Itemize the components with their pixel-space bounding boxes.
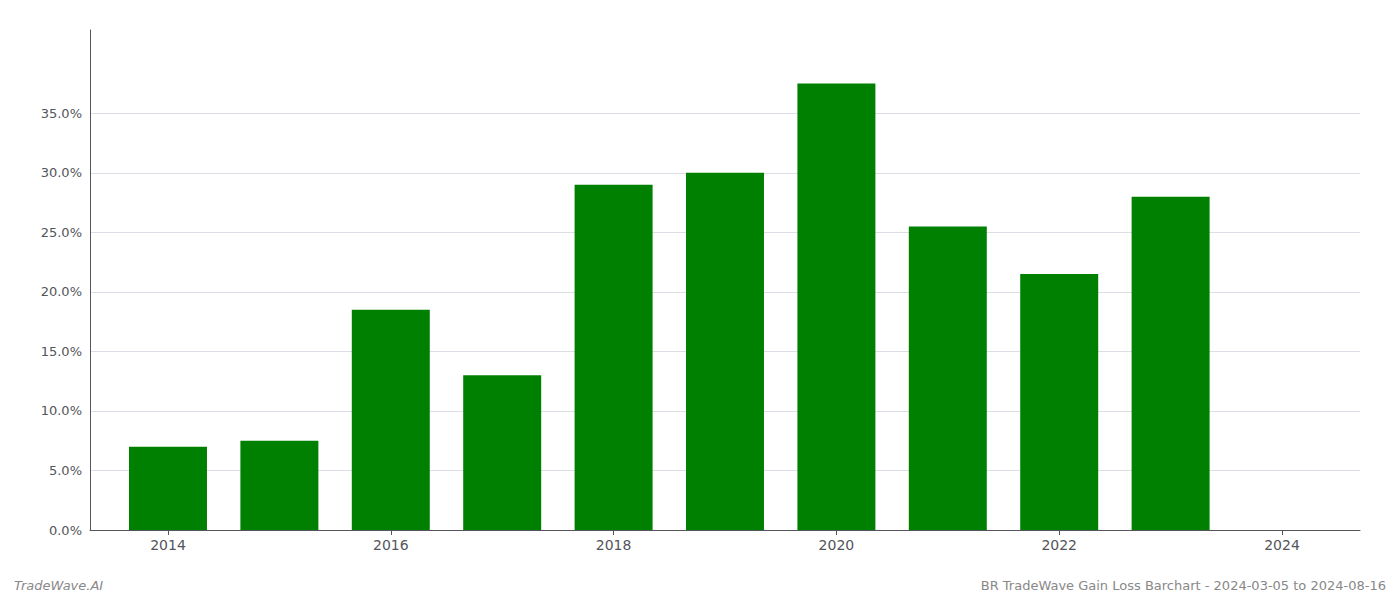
- svg-text:15.0%: 15.0%: [41, 344, 82, 359]
- svg-text:30.0%: 30.0%: [41, 165, 82, 180]
- svg-text:2020: 2020: [819, 537, 855, 553]
- svg-text:2022: 2022: [1041, 537, 1077, 553]
- svg-text:35.0%: 35.0%: [41, 106, 82, 121]
- svg-text:10.0%: 10.0%: [41, 403, 82, 418]
- svg-text:2016: 2016: [373, 537, 409, 553]
- svg-text:5.0%: 5.0%: [49, 463, 82, 478]
- svg-text:2014: 2014: [150, 537, 186, 553]
- svg-text:BR TradeWave Gain Loss Barchar: BR TradeWave Gain Loss Barchart - 2024-0…: [981, 578, 1386, 593]
- svg-text:25.0%: 25.0%: [41, 225, 82, 240]
- svg-text:20.0%: 20.0%: [41, 284, 82, 299]
- svg-text:2018: 2018: [596, 537, 632, 553]
- svg-text:2024: 2024: [1264, 537, 1300, 553]
- svg-text:TradeWave.AI: TradeWave.AI: [14, 578, 103, 593]
- svg-text:0.0%: 0.0%: [49, 523, 82, 538]
